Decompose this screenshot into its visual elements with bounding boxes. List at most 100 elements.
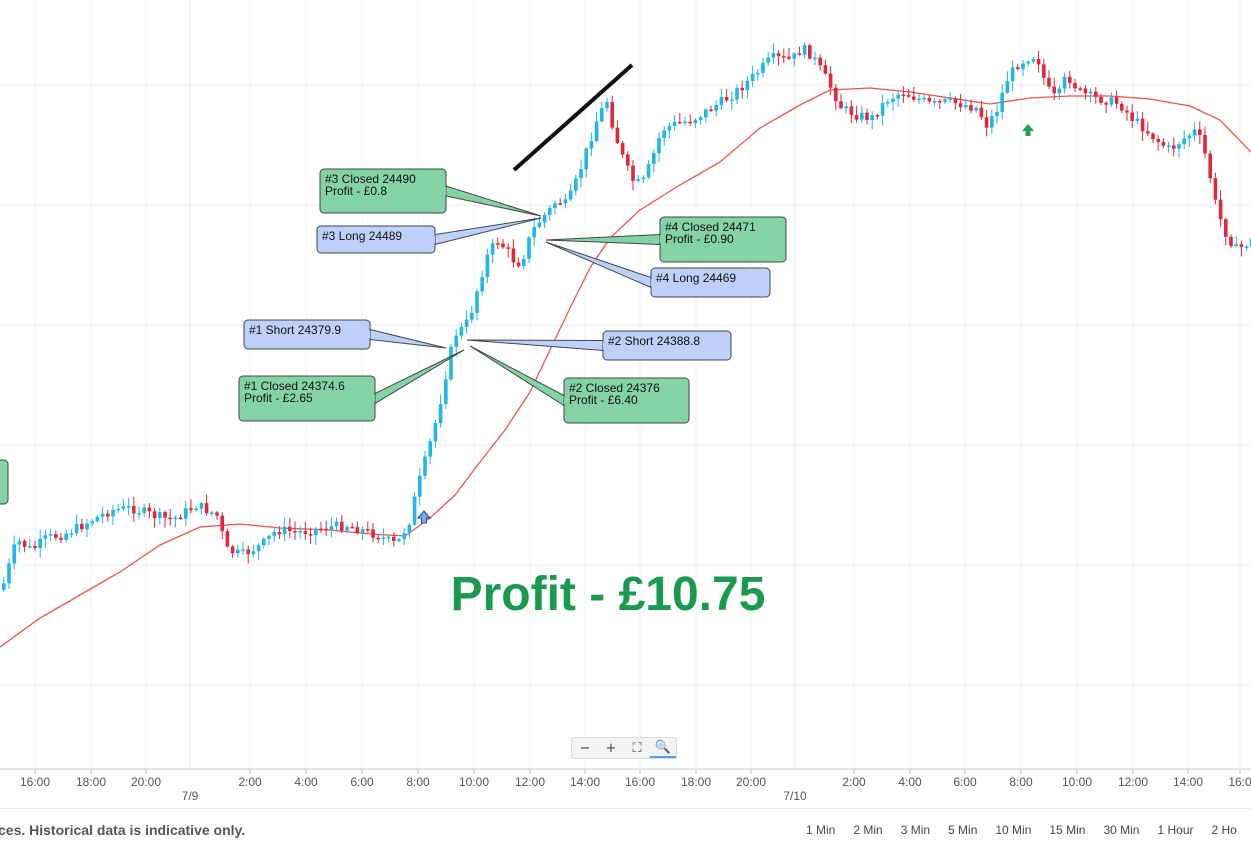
- candle-body: [626, 154, 630, 166]
- candle-body: [917, 98, 921, 101]
- candle-body: [782, 56, 786, 58]
- interval-1-min[interactable]: 1 Min: [806, 823, 836, 837]
- interval-5-min[interactable]: 5 Min: [948, 823, 978, 837]
- candle-body: [293, 531, 297, 533]
- candle-body: [106, 513, 110, 517]
- candle-body: [1094, 91, 1098, 97]
- candle-body: [256, 545, 261, 552]
- candle-body: [147, 507, 152, 512]
- candle-body: [1062, 76, 1067, 89]
- callout-box-partial: [0, 459, 9, 505]
- callout-pointer: [469, 345, 565, 407]
- candle-body: [1114, 97, 1119, 104]
- candle-body: [1151, 133, 1155, 140]
- candle-body: [1229, 236, 1233, 247]
- candle-body: [433, 422, 438, 442]
- callout-title: #2 Closed 24376: [569, 381, 660, 395]
- candle-body: [376, 537, 380, 540]
- candle-body: [522, 258, 526, 267]
- candle-body: [652, 153, 656, 165]
- candle-body: [1057, 88, 1062, 94]
- candle-body: [922, 97, 926, 100]
- callout-profit: Profit - £0.90: [665, 232, 734, 246]
- candle-body: [1078, 88, 1082, 90]
- candle-body: [74, 523, 79, 534]
- candle-body: [589, 141, 594, 149]
- candle-body: [1198, 129, 1202, 135]
- candle-body: [995, 111, 999, 117]
- x-tick-label: 12:00: [1118, 775, 1148, 789]
- candle-body: [1042, 64, 1046, 78]
- candle-body: [350, 526, 354, 529]
- candle-body: [496, 243, 500, 245]
- candle-body: [1021, 63, 1025, 70]
- candle-body: [792, 53, 796, 59]
- candle-body: [1000, 92, 1004, 112]
- candle-body: [241, 549, 245, 551]
- candle-body: [548, 208, 552, 215]
- candle-body: [683, 121, 687, 124]
- x-tick-label: 4:00: [898, 775, 922, 789]
- interval-2-hour[interactable]: 2 Ho: [1211, 823, 1237, 837]
- candle-body: [1140, 118, 1145, 132]
- candle-body: [152, 511, 157, 519]
- candle-body: [704, 109, 708, 118]
- candle-body: [173, 517, 178, 520]
- interval-2-min[interactable]: 2 Min: [853, 823, 883, 837]
- candle-body: [860, 112, 864, 120]
- callout-joint: [368, 330, 370, 339]
- candle-body: [470, 312, 474, 320]
- candle-body: [1187, 135, 1192, 139]
- candle-body: [1005, 81, 1010, 93]
- zoom-out-button[interactable]: −: [579, 740, 591, 756]
- candle-body: [371, 529, 375, 538]
- candle-body: [735, 87, 739, 100]
- candle-body: [267, 535, 271, 539]
- trade-callout: #3 Long 24489: [316, 217, 542, 254]
- candle-body: [272, 531, 276, 536]
- candle-body: [979, 107, 984, 118]
- trade-callout: #4 Long 24469: [545, 241, 771, 298]
- callout-joint: [651, 278, 653, 287]
- interval-30-min[interactable]: 30 Min: [1103, 823, 1140, 837]
- x-tick-label: 10:00: [1062, 775, 1092, 789]
- candle-body: [901, 94, 906, 97]
- zoom-search-button[interactable]: 🔍: [650, 738, 676, 758]
- candle-body: [620, 143, 625, 155]
- candle-body: [1182, 138, 1186, 145]
- candle-body: [844, 106, 848, 109]
- candle-body: [381, 537, 386, 540]
- candle-body: [808, 45, 812, 59]
- candle-body: [54, 534, 58, 538]
- candle-body: [80, 523, 84, 530]
- profit-label: Profit - £10.75: [451, 568, 766, 621]
- candle-body: [912, 96, 916, 100]
- interval-10-min[interactable]: 10 Min: [995, 823, 1032, 837]
- interval-3-min[interactable]: 3 Min: [900, 823, 931, 837]
- interval-1-hour[interactable]: 1 Hour: [1157, 823, 1194, 837]
- candle-body: [870, 115, 874, 121]
- candle-body: [605, 102, 609, 109]
- candle-body: [662, 130, 666, 139]
- fit-screen-button[interactable]: ⛶: [632, 740, 642, 756]
- candle-body: [17, 540, 22, 545]
- zoom-in-button[interactable]: +: [605, 740, 617, 756]
- zoom-toolbar: − + ⛶ 🔍: [571, 737, 677, 759]
- callout-pointer: [434, 217, 542, 246]
- chart-footer: ces. Historical data is indicative only.…: [0, 808, 1251, 852]
- candle-body: [969, 105, 973, 111]
- candle-body: [1203, 134, 1207, 154]
- candle-body: [345, 526, 349, 531]
- x-tick-label: 18:00: [681, 775, 711, 789]
- candle-body: [636, 179, 640, 181]
- interval-15-min[interactable]: 15 Min: [1049, 823, 1086, 837]
- candle-body: [958, 103, 963, 108]
- candle-body: [600, 108, 604, 122]
- callout-title: #3 Closed 24490: [325, 172, 416, 186]
- candle-body: [277, 531, 282, 535]
- candle-body: [1125, 110, 1129, 113]
- candle-body: [787, 56, 791, 59]
- candle-body: [449, 346, 453, 380]
